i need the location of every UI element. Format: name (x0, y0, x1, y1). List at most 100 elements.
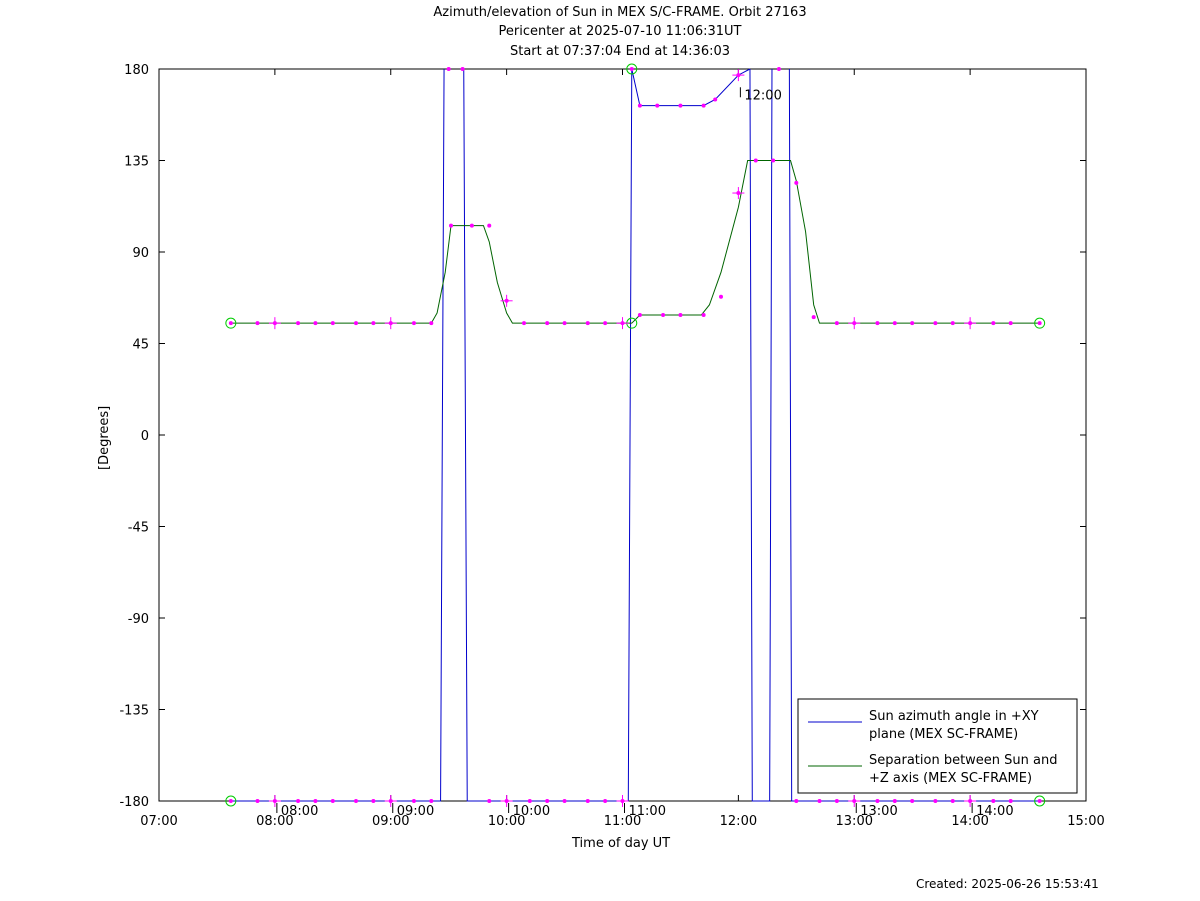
y-tick-label: -180 (119, 795, 149, 810)
azimuth-point (585, 799, 590, 803)
y-tick-label: 90 (132, 246, 149, 261)
separation-point (330, 321, 335, 326)
separation-series-line (230, 160, 1040, 324)
azimuth-series-line (463, 68, 751, 802)
azimuth-point (603, 799, 608, 803)
separation-point (661, 313, 666, 318)
azimuth-point (527, 799, 532, 803)
azimuth-endpoint-circle (225, 795, 237, 807)
azimuth-series-line (749, 68, 773, 802)
x-tick-label: 09:00 (372, 814, 409, 829)
separation-point (950, 321, 955, 326)
y-tick-label: 180 (124, 63, 149, 78)
separation-point (487, 223, 492, 228)
separation-point (603, 321, 608, 326)
azimuth-point (313, 799, 318, 803)
azimuth-point (1008, 799, 1013, 803)
separation-point (429, 321, 434, 326)
separation-point (255, 321, 260, 326)
azimuth-point (371, 799, 376, 803)
separation-point (1037, 321, 1042, 326)
separation-point (875, 321, 880, 326)
separation-endpoint-circle (225, 317, 237, 329)
separation-point (371, 321, 376, 326)
x-tick-label: 15:00 (1067, 814, 1104, 829)
hour-annotation-label: 14:00 (976, 804, 1013, 819)
azimuth-point (910, 799, 915, 803)
y-tick-label: -45 (128, 521, 149, 536)
separation-point (313, 321, 318, 326)
y-tick-label: 45 (132, 338, 149, 353)
azimuth-point (411, 799, 416, 803)
separation-point (353, 321, 358, 326)
azimuth-series-line (788, 68, 1040, 802)
separation-point (834, 321, 839, 326)
separation-point (892, 321, 897, 326)
separation-point (1008, 321, 1013, 326)
separation-endpoint-circle (1034, 317, 1046, 329)
azimuth-point (933, 799, 938, 803)
hour-annotation-label: 08:00 (281, 804, 318, 819)
x-tick-label: 14:00 (951, 814, 988, 829)
azimuth-point (429, 799, 434, 803)
hour-annotation-label: 10:00 (513, 804, 550, 819)
separation-point (585, 321, 590, 326)
azimuth-point (713, 97, 718, 102)
separation-point (718, 294, 723, 299)
azimuth-point (794, 799, 799, 803)
separation-point (811, 315, 816, 320)
separation-point (794, 180, 799, 185)
azimuth-point (817, 799, 822, 803)
separation-point (701, 313, 706, 318)
x-axis-label: Time of day UT (572, 836, 671, 851)
chart-title: Azimuth/elevation of Sun in MEX S/C-FRAM… (433, 5, 807, 20)
azimuth-point (629, 67, 634, 71)
legend-label: Sun azimuth angle in +XY (869, 709, 1039, 724)
separation-point (771, 158, 776, 163)
created-timestamp: Created: 2025-06-26 15:53:41 (916, 877, 1099, 891)
separation-point (637, 313, 642, 318)
azimuth-point (330, 799, 335, 803)
separation-point (522, 321, 527, 326)
azimuth-point (991, 799, 996, 803)
separation-point (991, 321, 996, 326)
azimuth-point (545, 799, 550, 803)
x-tick-label: 08:00 (256, 814, 293, 829)
hour-annotation-label: 12:00 (744, 88, 781, 103)
separation-point (411, 321, 416, 326)
chart-subtitle-pericenter: Pericenter at 2025-07-10 11:06:31UT (498, 24, 742, 39)
separation-point (933, 321, 938, 326)
azimuth-point (255, 799, 260, 803)
separation-point (296, 321, 301, 326)
azimuth-series-line (230, 68, 445, 802)
legend-box (797, 698, 1078, 794)
y-axis-label: [Degrees] (97, 405, 112, 470)
separation-point (228, 321, 233, 326)
hour-annotation-label: 09:00 (397, 804, 434, 819)
plot-area-frame (158, 68, 1087, 802)
azimuth-point (460, 67, 465, 71)
azimuth-point (875, 799, 880, 803)
azimuth-endpoint-circle (626, 63, 638, 75)
azimuth-point (228, 799, 233, 803)
separation-point (753, 158, 758, 163)
x-tick-label: 10:00 (488, 814, 525, 829)
azimuth-point (834, 799, 839, 803)
legend-label: +Z axis (MEX SC-FRAME) (869, 771, 1032, 786)
legend-label: Separation between Sun and (869, 753, 1057, 768)
azimuth-point (1037, 799, 1042, 803)
separation-point (449, 223, 454, 228)
azimuth-point (950, 799, 955, 803)
x-tick-label: 07:00 (140, 814, 177, 829)
separation-point (562, 321, 567, 326)
x-tick-label: 11:00 (604, 814, 641, 829)
azimuth-point (296, 799, 301, 803)
legend-label: plane (MEX SC-FRAME) (869, 727, 1018, 742)
azimuth-point (892, 799, 897, 803)
y-tick-label: 135 (124, 155, 149, 170)
azimuth-point (353, 799, 358, 803)
chart-subtitle-start-end: Start at 07:37:04 End at 14:36:03 (509, 44, 731, 59)
azimuth-point (776, 67, 781, 71)
azimuth-point (487, 799, 492, 803)
